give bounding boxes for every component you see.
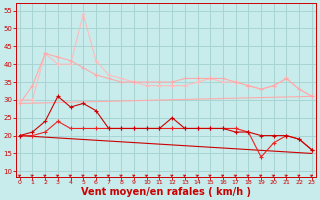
X-axis label: Vent moyen/en rafales ( km/h ): Vent moyen/en rafales ( km/h ) [81,187,251,197]
